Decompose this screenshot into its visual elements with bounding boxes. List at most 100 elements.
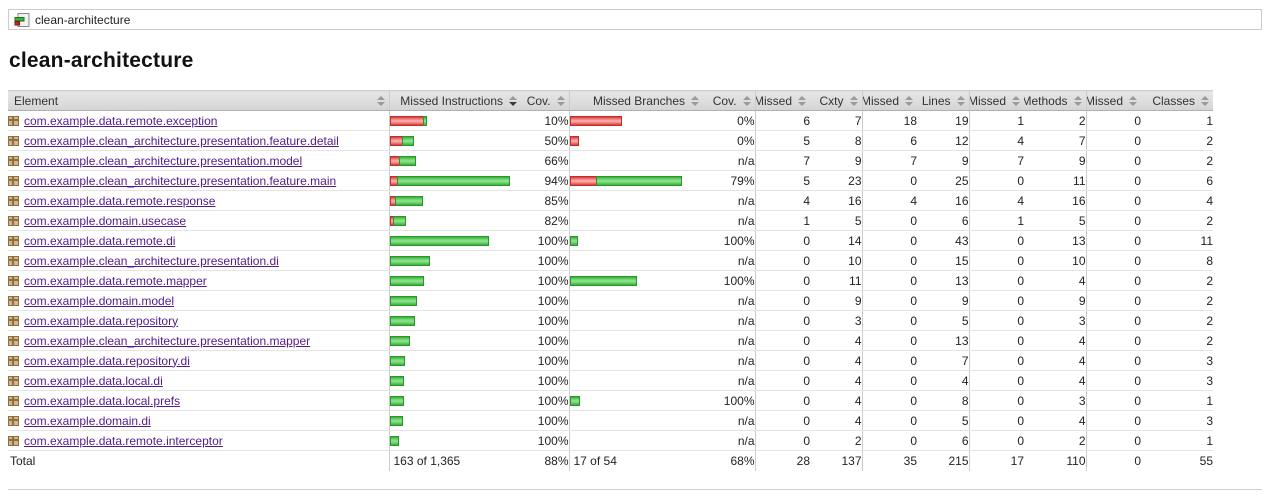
table-row: com.example.data.remote.mapper 100% 100% 0 1… xyxy=(8,270,1213,291)
package-link[interactable]: com.example.data.remote.interceptor xyxy=(24,433,223,448)
package-link[interactable]: com.example.clean_architecture.presentat… xyxy=(24,153,303,168)
missed-bar-segment xyxy=(390,195,395,206)
covered-bar-segment xyxy=(390,255,430,266)
sort-arrows-icon xyxy=(956,95,965,106)
element-cell: com.example.domain.di xyxy=(8,410,389,431)
classes-value: 3 xyxy=(1141,350,1213,371)
missed-methods-value: 0 xyxy=(968,270,1024,291)
sort-arrows-icon xyxy=(1201,95,1209,106)
methods-value: 10 xyxy=(1024,250,1086,271)
instructions-bar-cell xyxy=(388,390,521,411)
table-row: com.example.clean_architecture.presentat… xyxy=(8,170,1213,191)
package-link[interactable]: com.example.domain.model xyxy=(24,293,175,308)
column-header-label: Cov. xyxy=(526,93,551,108)
missed-methods-value: 0 xyxy=(968,350,1024,371)
methods-value: 3 xyxy=(1024,310,1086,331)
missed-methods-value: 4 xyxy=(968,190,1024,211)
classes-value: 1 xyxy=(1141,430,1213,451)
instructions-coverage: 94% xyxy=(521,170,569,191)
package-link[interactable]: com.example.data.local.prefs xyxy=(24,393,181,408)
package-link[interactable]: com.example.clean_architecture.presentat… xyxy=(24,333,311,348)
element-cell: com.example.data.remote.exception xyxy=(8,110,389,131)
instructions-bar-cell xyxy=(388,130,521,151)
package-link[interactable]: com.example.data.remote.di xyxy=(24,233,176,248)
column-header-label: Missed Instructions xyxy=(400,93,503,108)
column-header-element-0[interactable]: Element xyxy=(8,90,389,111)
instructions-coverage: 100% xyxy=(521,430,569,451)
footer-divider xyxy=(8,488,1262,491)
branches-bar-cell xyxy=(568,290,703,311)
column-header-missed-7[interactable]: Missed xyxy=(861,90,917,111)
missed-classes-value: 0 xyxy=(1085,430,1141,451)
column-header-label: Missed xyxy=(755,93,792,108)
column-header-missed-9[interactable]: Missed xyxy=(968,90,1024,111)
column-header-classes-12[interactable]: Classes xyxy=(1141,90,1213,111)
column-header-cxty-6[interactable]: Cxty xyxy=(810,90,862,111)
lines-value: 15 xyxy=(917,250,969,271)
total-missed-classes: 0 xyxy=(1085,450,1141,471)
package-link[interactable]: com.example.data.repository.di xyxy=(24,353,190,368)
instructions-bar xyxy=(390,195,521,206)
package-link[interactable]: com.example.clean_architecture.presentat… xyxy=(24,133,339,148)
branches-bar-cell xyxy=(568,150,703,171)
table-row: com.example.data.local.prefs 100% 100% 0 4 0 8… xyxy=(8,390,1213,411)
instructions-coverage: 10% xyxy=(521,110,569,131)
cxty-value: 5 xyxy=(810,210,862,231)
package-link[interactable]: com.example.data.local.di xyxy=(24,373,163,388)
package-link[interactable]: com.example.data.remote.exception xyxy=(24,113,218,128)
package-link[interactable]: com.example.data.repository xyxy=(24,313,179,328)
instructions-bar xyxy=(390,315,521,326)
branches-coverage: 0% xyxy=(703,110,755,131)
package-link[interactable]: com.example.clean_architecture.presentat… xyxy=(24,253,279,268)
element-cell: com.example.data.local.di xyxy=(8,370,389,391)
missed-methods-value: 0 xyxy=(968,170,1024,191)
column-header-missed-branches-3[interactable]: Missed Branches xyxy=(568,90,703,111)
branches-coverage: n/a xyxy=(703,430,755,451)
column-header-cov--2[interactable]: Cov. xyxy=(521,90,569,111)
package-icon xyxy=(8,375,19,386)
column-header-lines-8[interactable]: Lines xyxy=(917,90,969,111)
column-header-methods-10[interactable]: Methods xyxy=(1024,90,1086,111)
package-link[interactable]: com.example.clean_architecture.presentat… xyxy=(24,173,337,188)
covered-bar-segment xyxy=(390,415,403,426)
branches-bar xyxy=(570,175,703,186)
branches-coverage: n/a xyxy=(703,310,755,331)
branches-bar-cell xyxy=(568,270,703,291)
column-header-label: Missed xyxy=(1086,93,1123,108)
missed-methods-value: 0 xyxy=(968,370,1024,391)
lines-value: 43 xyxy=(917,230,969,251)
classes-value: 2 xyxy=(1141,130,1213,151)
branches-coverage: n/a xyxy=(703,350,755,371)
covered-bar-segment xyxy=(570,275,637,286)
methods-value: 4 xyxy=(1024,410,1086,431)
element-cell: com.example.data.repository xyxy=(8,310,389,331)
branches-bar-cell xyxy=(568,110,703,131)
covered-bar-segment xyxy=(394,195,423,206)
covered-bar-segment xyxy=(401,135,414,146)
package-icon xyxy=(8,195,19,206)
column-header-missed-instructions-1[interactable]: Missed Instructions xyxy=(388,90,521,111)
missed-bar-segment xyxy=(570,175,596,186)
branches-bar-cell xyxy=(568,170,703,191)
covered-bar-segment xyxy=(390,375,404,386)
sort-arrows-icon xyxy=(849,95,858,106)
column-header-label: Lines xyxy=(921,93,951,108)
instructions-coverage: 100% xyxy=(521,350,569,371)
package-link[interactable]: com.example.domain.usecase xyxy=(24,213,187,228)
column-header-missed-5[interactable]: Missed xyxy=(754,90,810,111)
package-link[interactable]: com.example.data.remote.mapper xyxy=(24,273,207,288)
branches-coverage: n/a xyxy=(703,250,755,271)
missed-methods-value: 0 xyxy=(968,330,1024,351)
column-header-cov--4[interactable]: Cov. xyxy=(703,90,755,111)
instructions-bar xyxy=(390,375,521,386)
package-link[interactable]: com.example.data.remote.response xyxy=(24,193,216,208)
breadcrumb-current-page: clean-architecture xyxy=(35,12,131,27)
classes-value: 8 xyxy=(1141,250,1213,271)
missed-bar-segment xyxy=(390,135,402,146)
instructions-bar xyxy=(390,115,521,126)
total-cxty: 137 xyxy=(810,450,862,471)
missed-cxty-value: 4 xyxy=(754,190,810,211)
missed-methods-value: 4 xyxy=(968,130,1024,151)
column-header-missed-11[interactable]: Missed xyxy=(1085,90,1141,111)
package-link[interactable]: com.example.domain.di xyxy=(24,413,151,428)
